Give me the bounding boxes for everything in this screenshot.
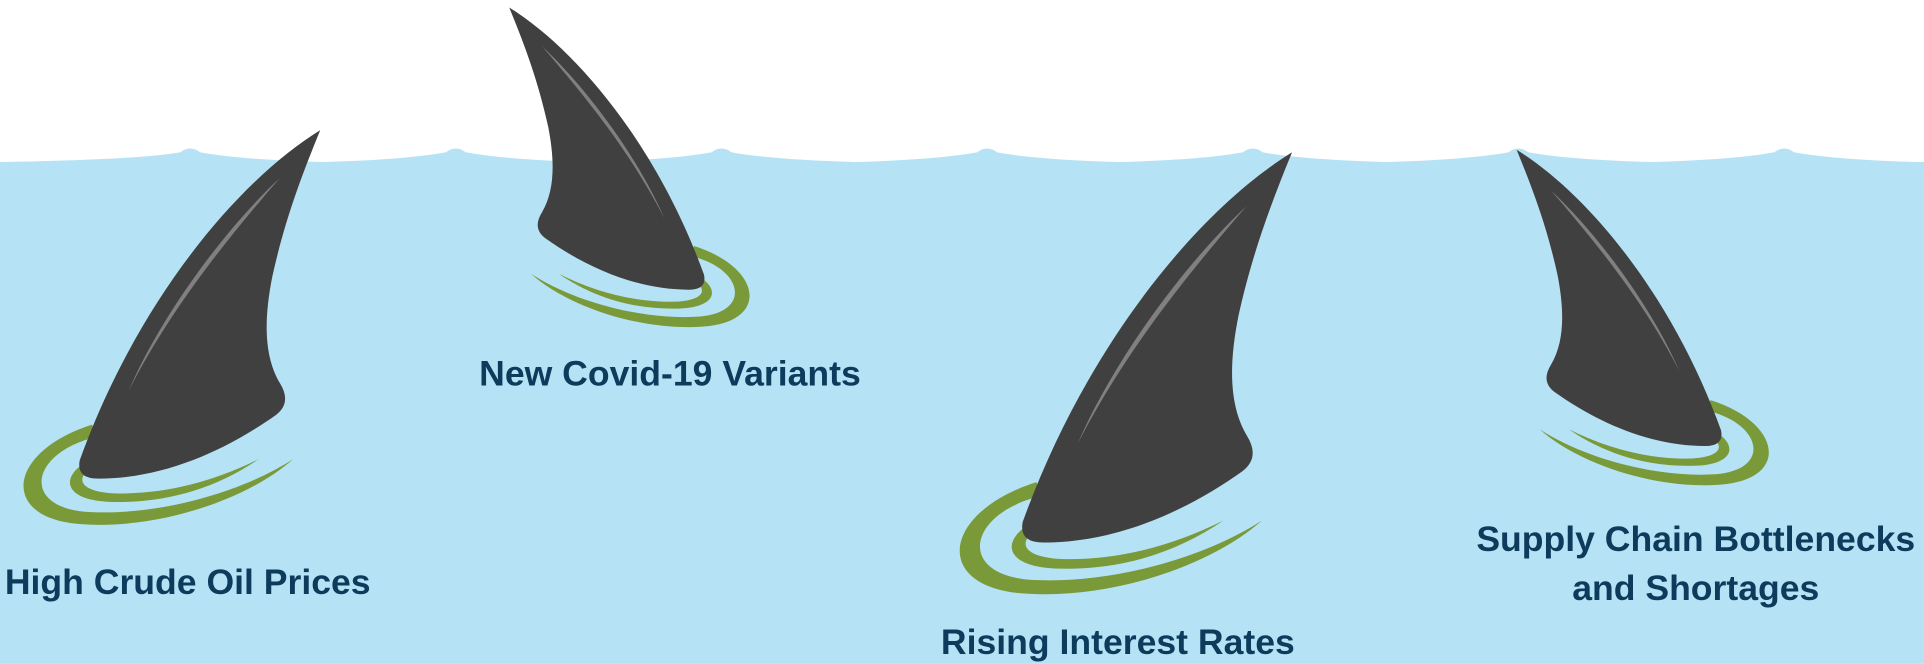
water	[0, 148, 1924, 664]
risk-label: New Covid-19 Variants	[479, 353, 861, 393]
risk-label: Supply Chain Bottlenecks	[1476, 519, 1915, 559]
risk-label: Rising Interest Rates	[941, 622, 1295, 662]
risk-label: and Shortages	[1572, 568, 1819, 608]
risk-label: High Crude Oil Prices	[5, 562, 371, 602]
